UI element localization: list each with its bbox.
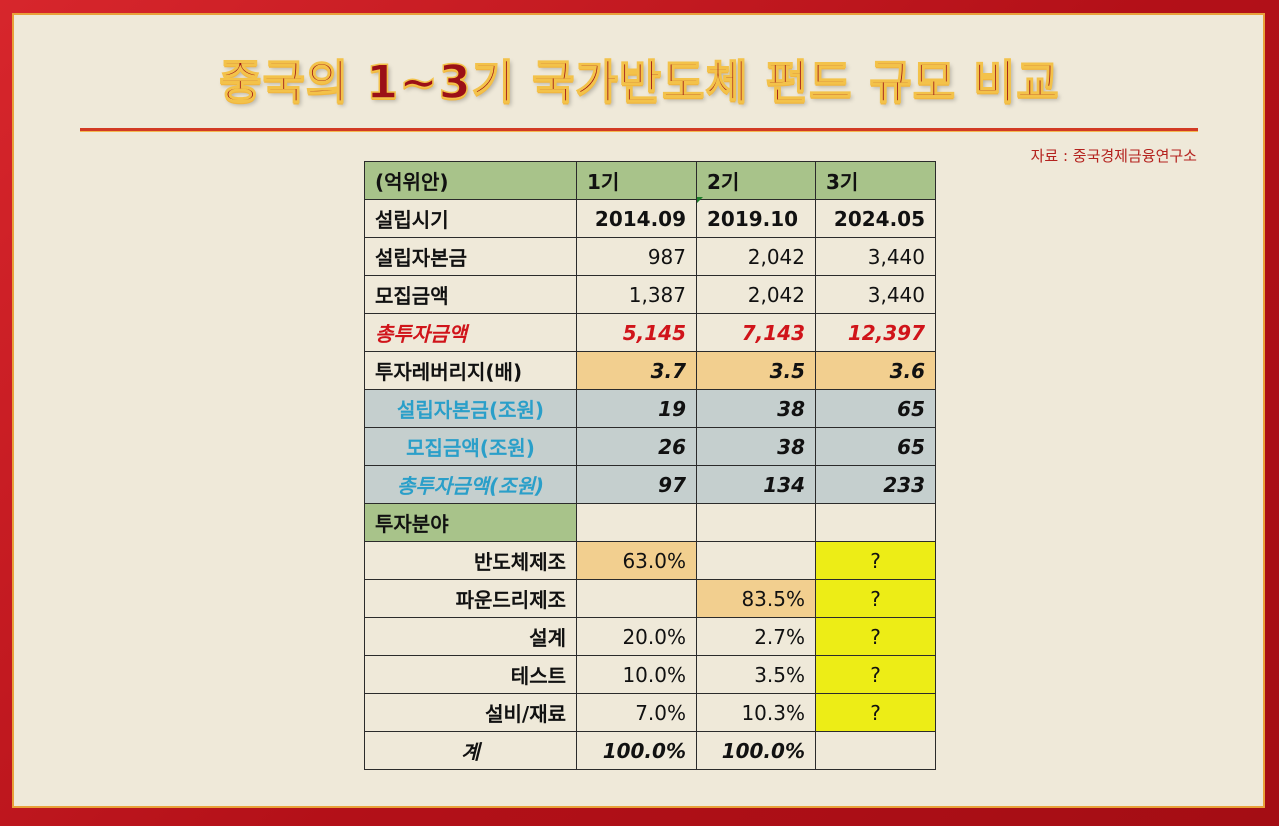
cell-leverage-2: 3.5 xyxy=(696,351,816,390)
table-row: 설비/재료 7.0% 10.3% ? xyxy=(364,693,936,732)
cell-total-trn-3: 233 xyxy=(815,465,936,504)
table-row: 총투자금액(조원) 97 134 233 xyxy=(364,465,936,504)
cell-established-1: 2014.09 xyxy=(576,199,697,238)
table-row: 설립자본금 987 2,042 3,440 xyxy=(364,237,936,276)
row-label-total-trn: 총투자금액(조원) xyxy=(364,465,577,504)
cell-sum-1: 100.0% xyxy=(576,731,697,770)
cell-fab-1: 63.0% xyxy=(576,541,697,580)
table-row: 설립자본금(조원) 19 38 65 xyxy=(364,389,936,428)
cell-total-invest-2: 7,143 xyxy=(696,313,816,352)
table-row: 계 100.0% 100.0% xyxy=(364,731,936,770)
row-label-equip: 설비/재료 xyxy=(364,693,577,732)
cell-raised-trn-2: 38 xyxy=(696,427,816,466)
cell-capital-trn-1: 19 xyxy=(576,389,697,428)
cell-foundry-3: ? xyxy=(815,579,936,618)
cell-sum-2: 100.0% xyxy=(696,731,816,770)
row-label-capital-trn: 설립자본금(조원) xyxy=(364,389,577,428)
row-label-test: 테스트 xyxy=(364,655,577,694)
row-label-fab: 반도체제조 xyxy=(364,541,577,580)
row-label-design: 설계 xyxy=(364,617,577,656)
cell-foundry-1 xyxy=(576,579,697,618)
table-row: 총투자금액 5,145 7,143 12,397 xyxy=(364,313,936,352)
cell-total-trn-1: 97 xyxy=(576,465,697,504)
cell-capital-trn-3: 65 xyxy=(815,389,936,428)
page-title: 중국의 1~3기 국가반도체 펀드 규모 비교 xyxy=(219,54,1060,110)
cell-equip-3: ? xyxy=(815,693,936,732)
header-phase-2: 2기 xyxy=(696,161,816,200)
cell-design-1: 20.0% xyxy=(576,617,697,656)
cell-capital-trn-2: 38 xyxy=(696,389,816,428)
cell-capital-2: 2,042 xyxy=(696,237,816,276)
row-label-total-invest: 총투자금액 xyxy=(364,313,577,352)
source-note: 자료 : 중국경제금융연구소 xyxy=(1030,147,1197,165)
row-label-raised-trn: 모집금액(조원) xyxy=(364,427,577,466)
cell-capital-3: 3,440 xyxy=(815,237,936,276)
table-header-row: (억위안) 1기 2기 3기 xyxy=(364,161,936,200)
cell-fab-2 xyxy=(696,541,816,580)
fund-comparison-table: (억위안) 1기 2기 3기 설립시기 2014.09 2019.10 2024… xyxy=(364,161,936,770)
cell-raised-1: 1,387 xyxy=(576,275,697,314)
table-row: 파운드리제조 83.5% ? xyxy=(364,579,936,618)
header-phase-3: 3기 xyxy=(815,161,936,200)
cell-empty xyxy=(696,503,816,542)
cell-equip-1: 7.0% xyxy=(576,693,697,732)
cell-empty xyxy=(815,503,936,542)
row-label-leverage: 투자레버리지(배) xyxy=(364,351,577,390)
table-row: 설립시기 2014.09 2019.10 2024.05 xyxy=(364,199,936,238)
cell-design-3: ? xyxy=(815,617,936,656)
table-row: 모집금액(조원) 26 38 65 xyxy=(364,427,936,466)
cell-leverage-3: 3.6 xyxy=(815,351,936,390)
cell-total-invest-3: 12,397 xyxy=(815,313,936,352)
header-phase-1: 1기 xyxy=(576,161,697,200)
title-divider xyxy=(80,128,1198,131)
cell-sum-3 xyxy=(815,731,936,770)
cell-raised-trn-1: 26 xyxy=(576,427,697,466)
row-label-capital: 설립자본금 xyxy=(364,237,577,276)
table-row: 투자레버리지(배) 3.7 3.5 3.6 xyxy=(364,351,936,390)
cell-established-3: 2024.05 xyxy=(815,199,936,238)
cell-raised-trn-3: 65 xyxy=(815,427,936,466)
cell-test-1: 10.0% xyxy=(576,655,697,694)
cell-equip-2: 10.3% xyxy=(696,693,816,732)
section-label-invest-fields: 투자분야 xyxy=(364,503,577,542)
row-label-established: 설립시기 xyxy=(364,199,577,238)
cell-total-trn-2: 134 xyxy=(696,465,816,504)
table-row: 설계 20.0% 2.7% ? xyxy=(364,617,936,656)
cell-fab-3: ? xyxy=(815,541,936,580)
table-row: 모집금액 1,387 2,042 3,440 xyxy=(364,275,936,314)
cell-test-3: ? xyxy=(815,655,936,694)
row-label-sum: 계 xyxy=(364,731,577,770)
row-label-foundry: 파운드리제조 xyxy=(364,579,577,618)
row-label-raised: 모집금액 xyxy=(364,275,577,314)
header-unit: (억위안) xyxy=(364,161,577,200)
cell-design-2: 2.7% xyxy=(696,617,816,656)
cell-capital-1: 987 xyxy=(576,237,697,276)
cell-established-2: 2019.10 xyxy=(696,199,816,238)
cell-comment-marker xyxy=(697,197,703,203)
cell-total-invest-1: 5,145 xyxy=(576,313,697,352)
cell-raised-3: 3,440 xyxy=(815,275,936,314)
table-row: 테스트 10.0% 3.5% ? xyxy=(364,655,936,694)
cell-leverage-1: 3.7 xyxy=(576,351,697,390)
cell-empty xyxy=(576,503,697,542)
cell-raised-2: 2,042 xyxy=(696,275,816,314)
table-row: 투자분야 xyxy=(364,503,936,542)
cell-foundry-2: 83.5% xyxy=(696,579,816,618)
table-row: 반도체제조 63.0% ? xyxy=(364,541,936,580)
cell-test-2: 3.5% xyxy=(696,655,816,694)
